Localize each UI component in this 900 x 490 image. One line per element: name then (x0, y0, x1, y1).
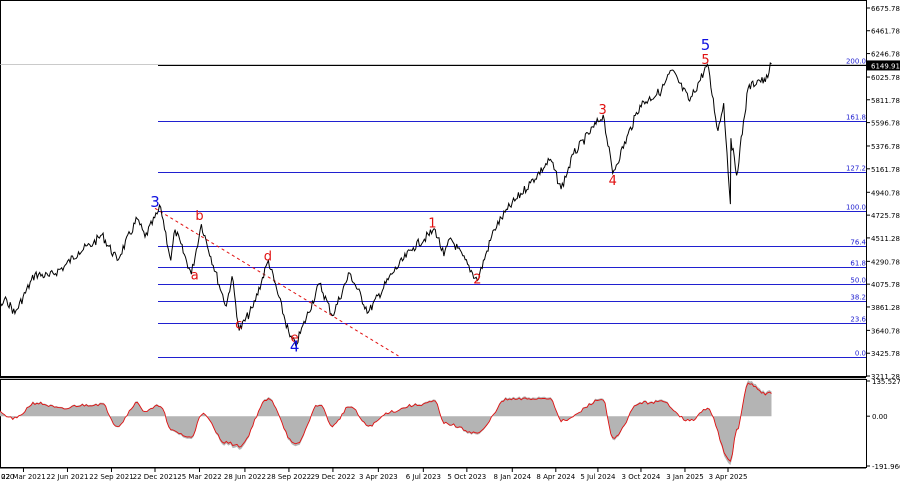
wave-label: 4 (609, 174, 617, 189)
x-tick-label: 28 Jun 2022 (224, 473, 266, 481)
wave-label: b (195, 209, 203, 224)
fib-label: 23.6 (850, 316, 866, 324)
y-tick-label: 3640.78 (871, 327, 900, 335)
price-panel: 200.0161.8127.2100.076.461.850.038.223.6… (0, 0, 900, 381)
y-tick-label: 4511.28 (871, 235, 900, 243)
x-tick-label: 3 Oct 2024 (622, 473, 661, 481)
y-tick-label: 3425.78 (871, 350, 900, 358)
fib-label: 38.2 (850, 294, 866, 302)
x-tick-label: 25 Mar 2022 (177, 473, 221, 481)
x-tick-label: 22 Dec 2021 (133, 473, 178, 481)
y-tick-label: 5811.78 (871, 97, 900, 105)
y-tick-label: 6461.78 (871, 28, 900, 36)
osc-y-tick-label: 135.527 (872, 378, 900, 386)
x-tick-label: 8 Jan 2024 (494, 473, 532, 481)
last-price-badge (867, 60, 900, 71)
x-tick-label: 020 (1, 473, 14, 481)
x-tick-label: 22 Mar 2021 (1, 473, 45, 481)
y-tick-label: 5161.78 (871, 166, 900, 174)
y-tick-label: 6246.78 (871, 51, 900, 59)
y-tick-label: 3211.28 (871, 373, 900, 381)
x-tick-label: 29 Dec 2022 (311, 473, 356, 481)
oscillator-histogram (0, 380, 772, 466)
wave-label: a (191, 268, 199, 283)
wave-label: e (291, 331, 299, 346)
fib-label: 61.8 (850, 260, 866, 268)
wave-label: 1 (428, 216, 436, 231)
last-price-text: 6149.91 (871, 62, 900, 70)
wave-label: d (264, 249, 272, 264)
y-tick-label: 6025.78 (871, 74, 900, 82)
x-tick-label: 5 Oct 2023 (447, 473, 486, 481)
y-tick-label: 4290.78 (871, 258, 900, 266)
x-tick-label: 3 Apr 2025 (709, 473, 748, 481)
fib-label: 200.0 (846, 58, 866, 66)
x-tick-label: 6 Jul 2023 (406, 473, 441, 481)
y-tick-label: 3861.28 (871, 304, 900, 312)
x-tick-label: 28 Sep 2022 (267, 473, 311, 481)
x-tick-label: 22 Jun 2021 (46, 473, 88, 481)
price-frame (0, 0, 867, 377)
fib-label: 100.0 (846, 204, 866, 212)
osc-y-tick-label: -191.966 (872, 463, 900, 471)
fib-label: 76.4 (850, 239, 866, 247)
x-tick-label: 5 Jul 2024 (580, 473, 616, 481)
wave-label: 5 (701, 53, 709, 68)
fib-label: 0.0 (855, 350, 866, 358)
fib-label: 161.8 (846, 114, 866, 122)
x-tick-label: 8 Apr 2024 (536, 473, 575, 481)
y-tick-label: 5376.78 (871, 143, 900, 151)
fib-label: 50.0 (850, 277, 866, 285)
oscillator-panel: 135.527 0.00 -191.966 (0, 378, 900, 471)
y-tick-label: 4725.78 (871, 212, 900, 220)
wave-label: c (235, 317, 242, 332)
y-tick-label: 6675.78 (871, 5, 900, 13)
x-tick-label: 3 Jan 2025 (666, 473, 704, 481)
x-tick-label: 22 Sep 2021 (89, 473, 133, 481)
wave-label: 4 (290, 338, 300, 356)
wave-label: 5 (701, 36, 711, 54)
oscillator-signal-line (0, 382, 772, 462)
wave-label: 2 (473, 273, 481, 288)
osc-y-tick-label: 0.00 (872, 413, 888, 421)
y-tick-label: 5596.78 (871, 120, 900, 128)
y-tick-label: 4940.78 (871, 189, 900, 197)
wave-label: 3 (150, 193, 160, 211)
wave-label: 3 (599, 103, 607, 118)
y-tick-label: 4075.78 (871, 281, 900, 289)
x-tick-label: 3 Apr 2023 (359, 473, 398, 481)
fib-label: 127.2 (846, 165, 866, 173)
price-series (0, 62, 772, 347)
